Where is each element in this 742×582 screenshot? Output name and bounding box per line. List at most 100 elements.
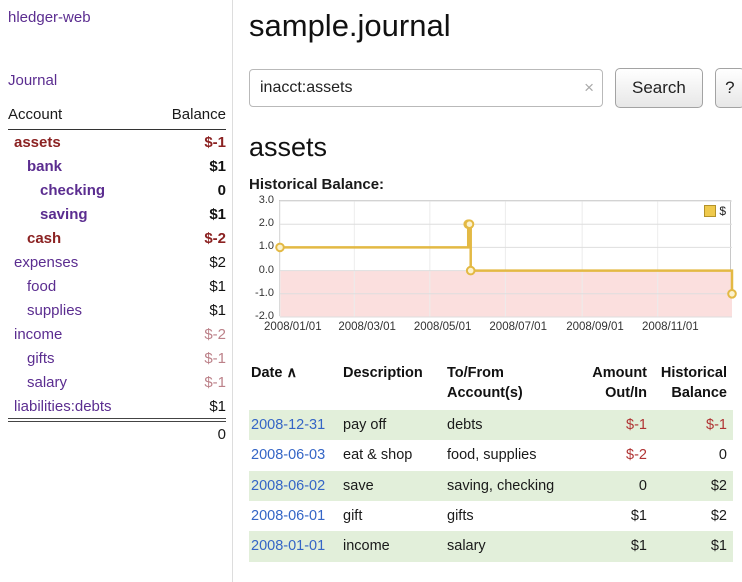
amount-header-line1: Amount bbox=[592, 365, 647, 381]
transaction-amount: $1 bbox=[630, 508, 647, 525]
accounts-column-header: Account bbox=[8, 104, 152, 130]
transaction-description: pay off bbox=[343, 417, 387, 434]
clear-search-icon[interactable]: × bbox=[584, 78, 594, 97]
accounts-body: assets $-1 bank $1 checking 0 saving $1 cash $-2 e… bbox=[8, 130, 226, 421]
transaction-accounts: salary bbox=[447, 538, 486, 555]
account-link[interactable]: saving bbox=[40, 205, 88, 223]
date-header-label: Date bbox=[251, 365, 283, 381]
account-balance: $1 bbox=[209, 157, 226, 175]
account-row: salary $-1 bbox=[8, 370, 226, 394]
account-balance: $-2 bbox=[204, 325, 226, 343]
account-balance: $-1 bbox=[204, 133, 226, 151]
balance-chart-svg bbox=[275, 200, 737, 318]
account-link[interactable]: food bbox=[27, 277, 57, 295]
account-balance: $1 bbox=[209, 205, 226, 223]
balance-header-line1: Historical bbox=[660, 365, 727, 381]
account-link[interactable]: cash bbox=[27, 229, 62, 247]
account-balance: $2 bbox=[209, 253, 226, 271]
y-tick-label: 3.0 bbox=[258, 194, 274, 206]
app-title-link[interactable]: hledger-web bbox=[8, 9, 91, 26]
register-row: 2008-01-01 income salary $1 $1 bbox=[249, 531, 733, 562]
account-link[interactable]: assets bbox=[14, 133, 61, 151]
amount-header-line2: Out/In bbox=[605, 384, 647, 401]
accounts-total-row: 0 bbox=[8, 418, 226, 447]
register-row: 2008-06-03 eat & shop food, supplies $-2 0 bbox=[249, 440, 733, 470]
main-content: sample.journal × Search ? assets Histori… bbox=[233, 0, 742, 582]
transaction-balance: $1 bbox=[710, 538, 727, 555]
x-tick-label: 2008/03/01 bbox=[338, 321, 396, 333]
account-row: assets $-1 bbox=[8, 130, 226, 155]
transaction-amount: $-1 bbox=[626, 417, 647, 434]
search-input[interactable] bbox=[249, 69, 603, 107]
x-tick-label: 2008/09/01 bbox=[566, 321, 624, 333]
search-box: × bbox=[249, 69, 603, 107]
transaction-accounts: food, supplies bbox=[447, 447, 537, 464]
accounts-header-line1: To/From bbox=[447, 365, 504, 381]
chart-x-axis: 2008/01/01 2008/03/01 2008/05/01 2008/07/01… bbox=[264, 321, 731, 337]
account-balance: $-1 bbox=[204, 349, 226, 367]
transaction-date-link[interactable]: 2008-06-01 bbox=[251, 508, 326, 525]
account-link[interactable]: supplies bbox=[27, 301, 83, 319]
account-link[interactable]: salary bbox=[27, 373, 68, 391]
transaction-amount: $1 bbox=[630, 538, 647, 555]
transaction-balance: 0 bbox=[718, 447, 727, 464]
transaction-amount: $-2 bbox=[626, 447, 647, 464]
transaction-accounts: gifts bbox=[447, 508, 474, 525]
transaction-date-link[interactable]: 2008-12-31 bbox=[251, 417, 326, 434]
balance-header-line2: Balance bbox=[671, 384, 727, 401]
search-button[interactable]: Search bbox=[615, 68, 703, 108]
transaction-description: gift bbox=[343, 508, 363, 525]
account-link[interactable]: liabilities:debts bbox=[14, 397, 112, 415]
search-form: × Search ? bbox=[249, 68, 742, 108]
column-header-description: Description bbox=[343, 365, 423, 381]
register-row: 2008-06-01 gift gifts $1 $2 bbox=[249, 501, 733, 531]
transaction-balance: $-1 bbox=[706, 417, 727, 434]
transaction-balance: $2 bbox=[710, 508, 727, 525]
transaction-date-link[interactable]: 2008-06-02 bbox=[251, 477, 326, 494]
account-balance: $-2 bbox=[204, 229, 226, 247]
y-tick-label: 1.0 bbox=[258, 240, 274, 253]
register-body: 2008-12-31 pay off debts $-1 $-1 2008-06-03 ea… bbox=[249, 410, 733, 562]
accounts-header-row: Account Balance bbox=[8, 104, 226, 130]
chart-plot-area: $ bbox=[275, 200, 737, 318]
transaction-accounts: saving, checking bbox=[447, 477, 555, 494]
x-tick-label: 2008/01/01 bbox=[264, 321, 322, 333]
column-header-amount: Amount Out/In bbox=[581, 362, 653, 410]
account-row: expenses $2 bbox=[8, 250, 226, 274]
account-heading: assets bbox=[249, 132, 328, 162]
account-row: cash $-2 bbox=[8, 226, 226, 250]
account-link[interactable]: gifts bbox=[27, 349, 55, 367]
x-tick-label: 2008/11/01 bbox=[641, 321, 699, 333]
account-row: checking 0 bbox=[8, 178, 226, 202]
transaction-amount: 0 bbox=[638, 477, 647, 494]
account-row: bank $1 bbox=[8, 154, 226, 178]
help-button[interactable]: ? bbox=[714, 68, 742, 108]
account-link[interactable]: expenses bbox=[14, 253, 79, 271]
account-link[interactable]: income bbox=[14, 325, 63, 343]
account-row: income $-2 bbox=[8, 322, 226, 346]
chart-y-axis: 3.0 2.0 1.0 0.0 -1.0 -2.0 bbox=[249, 194, 277, 322]
y-tick-label: 2.0 bbox=[258, 217, 274, 230]
account-balance: $1 bbox=[209, 301, 226, 319]
y-tick-label: -2.0 bbox=[255, 310, 274, 322]
column-header-date[interactable]: Date ∧ bbox=[249, 362, 341, 410]
transaction-date-link[interactable]: 2008-01-01 bbox=[251, 538, 326, 555]
account-link[interactable]: bank bbox=[27, 157, 63, 175]
y-tick-label: -1.0 bbox=[255, 286, 274, 299]
sidebar: hledger-web Journal Account Balance asse… bbox=[0, 0, 233, 582]
transaction-description: eat & shop bbox=[343, 447, 413, 464]
balance-chart: 3.0 2.0 1.0 0.0 -1.0 -2.0 $ 2008/01/01 2008/03… bbox=[249, 194, 742, 344]
account-row: gifts $-1 bbox=[8, 346, 226, 370]
account-link[interactable]: checking bbox=[40, 181, 106, 199]
journal-link[interactable]: Journal bbox=[8, 72, 58, 89]
register-row: 2008-06-02 save saving, checking 0 $2 bbox=[249, 470, 733, 502]
transaction-balance: $2 bbox=[710, 477, 727, 494]
transaction-date-link[interactable]: 2008-06-03 bbox=[251, 447, 326, 464]
transaction-accounts: debts bbox=[447, 417, 483, 434]
account-row: liabilities:debts $1 bbox=[8, 394, 226, 420]
register-table: Date ∧ Description To/From Account(s) Amou… bbox=[249, 362, 733, 562]
total-spacer bbox=[8, 418, 152, 447]
total-balance: 0 bbox=[151, 418, 226, 447]
balance-column-header: Balance bbox=[151, 104, 226, 130]
register-row: 2008-12-31 pay off debts $-1 $-1 bbox=[249, 410, 733, 441]
